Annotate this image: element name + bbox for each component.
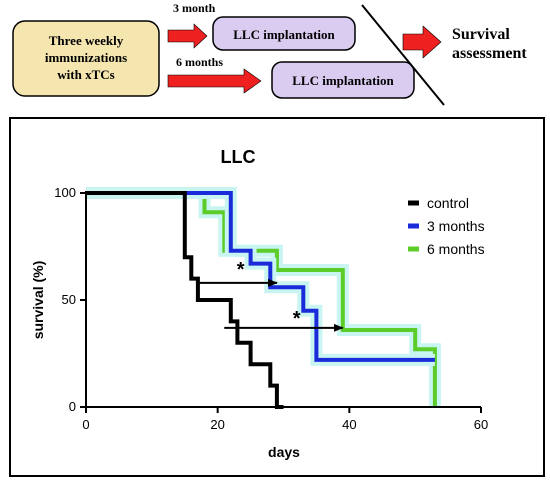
immunization-box	[12, 20, 160, 97]
legend: control 3 months 6 months	[408, 195, 485, 257]
immunization-text-line1: Three weekly	[49, 33, 124, 48]
x-tick-label-60: 60	[474, 417, 488, 432]
series-line-3-months	[86, 191, 435, 362]
implant-text-3-month: LLC implantation	[233, 27, 335, 42]
label-6-months: 6 months	[176, 55, 223, 69]
series-layer	[86, 187, 441, 409]
schematic: Three weekly immunizations with xTCs 3 m…	[12, 1, 527, 106]
x-tick-label-40: 40	[342, 417, 356, 432]
implant-box-3-month	[212, 16, 356, 51]
survival-text-line2: assessment	[452, 45, 527, 62]
x-axis-label: days	[268, 444, 300, 460]
axes-layer: 0 20 40 60 0 50 100	[54, 185, 488, 432]
series-line-6-months	[86, 191, 437, 407]
divider-line	[361, 4, 445, 106]
arrow-6-months	[167, 68, 262, 94]
implant-box-6-months	[271, 61, 415, 99]
y-tick-label-100: 100	[54, 185, 76, 200]
series-line-control	[86, 191, 284, 409]
immunization-text-line3: with xTCs	[57, 67, 114, 82]
y-tick-label-50: 50	[62, 292, 76, 307]
x-tick-label-0: 0	[82, 417, 89, 432]
significance-asterisk-1: *	[237, 259, 245, 281]
legend-label-3-months: 3 months	[427, 218, 485, 234]
chart-border	[9, 117, 545, 477]
annotation-layer: **	[197, 259, 344, 332]
arrow-3-month	[167, 23, 208, 49]
implant-text-6-months: LLC implantation	[292, 73, 394, 88]
y-axis-label: survival (%)	[30, 261, 46, 340]
legend-label-control: control	[427, 195, 469, 211]
immunization-text-line2: immunizations	[45, 50, 127, 65]
legend-label-6-months: 6 months	[427, 241, 485, 257]
y-tick-label-0: 0	[69, 399, 76, 414]
chart-title: LLC	[221, 147, 256, 167]
significance-asterisk-2: *	[293, 308, 301, 330]
arrow-survival	[402, 25, 442, 59]
label-3-month: 3 month	[173, 1, 216, 15]
survival-text-line1: Survival	[452, 26, 510, 43]
x-tick-label-20: 20	[210, 417, 224, 432]
